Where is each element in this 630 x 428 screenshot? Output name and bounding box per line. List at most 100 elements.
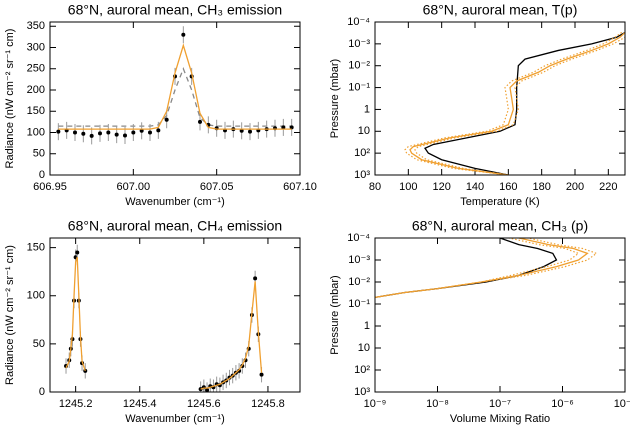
- profile-line: [58, 43, 292, 130]
- data-point: [205, 388, 210, 393]
- panel-title: 68°N, auroral mean, CH₃ emission: [68, 2, 282, 18]
- y-tick-label: 100: [27, 290, 45, 302]
- data-point: [139, 128, 144, 133]
- y-tick-label: 300: [27, 41, 45, 53]
- y-tick-label: 10⁻⁴: [347, 232, 370, 244]
- y-tick-label: 10: [358, 125, 370, 137]
- plot-frame: [49, 21, 301, 176]
- x-axis-label: Temperature (K): [460, 196, 539, 208]
- data-point: [131, 130, 136, 135]
- x-tick-label: 10⁻⁹: [364, 398, 387, 410]
- y-tick-label: 1: [364, 320, 370, 332]
- data-point: [89, 133, 94, 138]
- x-tick-label: 607.00: [117, 181, 151, 193]
- x-tick-label: 10⁻⁸: [426, 398, 449, 410]
- data-point: [81, 131, 86, 136]
- x-tick-label: 1245.2: [59, 398, 93, 410]
- data-point: [289, 125, 294, 130]
- data-point: [181, 32, 186, 37]
- y-tick-label: 250: [27, 63, 45, 75]
- x-tick-label: 160: [499, 181, 517, 193]
- profile-line: [375, 238, 598, 298]
- data-point: [239, 128, 244, 133]
- profile-line: [375, 238, 558, 299]
- y-tick-label: 10⁻⁴: [347, 16, 370, 28]
- plot-frame: [49, 237, 301, 393]
- x-tick-label: 606.95: [33, 181, 67, 193]
- y-axis-label: Pressure (mbar): [329, 59, 341, 138]
- y-tick-label: 10⁻¹: [348, 81, 370, 93]
- y-tick-label: 100: [27, 126, 45, 138]
- x-axis-label: Volume Mixing Ratio: [450, 413, 550, 425]
- y-tick-label: 0: [39, 386, 45, 398]
- y-tick-label: 10⁻¹: [348, 298, 370, 310]
- profile-line: [375, 238, 589, 299]
- profile-line: [58, 66, 292, 127]
- x-tick-label: 1245.4: [123, 398, 157, 410]
- panel-title: 68°N, auroral mean, T(p): [423, 2, 578, 18]
- data-point: [75, 250, 80, 255]
- profile-line: [200, 281, 263, 390]
- data-point: [114, 132, 119, 137]
- data-point: [156, 128, 161, 133]
- panel-title: 68°N, auroral mean, CH₄ emission: [68, 218, 282, 234]
- y-axis-label: Pressure (mbar): [329, 275, 341, 354]
- y-tick-label: 10²: [354, 364, 370, 376]
- profile-line: [414, 32, 625, 175]
- data-point: [56, 129, 61, 134]
- y-tick-label: 10: [358, 342, 370, 354]
- data-point: [148, 130, 152, 135]
- x-axis-label: Wavenumber (cm⁻¹): [125, 196, 225, 208]
- x-tick-label: 140: [466, 181, 484, 193]
- x-tick-label: 607.05: [200, 181, 234, 193]
- y-tick-label: 0: [39, 169, 45, 181]
- y-tick-label: 10³: [354, 169, 370, 181]
- x-tick-label: 80: [369, 181, 381, 193]
- y-tick-label: 150: [27, 242, 45, 254]
- data-point: [248, 129, 252, 134]
- data-point: [198, 119, 202, 124]
- data-point: [259, 372, 264, 377]
- panel-title: 68°N, auroral mean, CH₃ (p): [412, 218, 588, 234]
- plot-frame: [374, 21, 626, 176]
- data-point: [98, 131, 102, 136]
- y-tick-label: 10⁻³: [348, 254, 370, 266]
- data-point: [106, 130, 111, 135]
- y-tick-label: 10²: [354, 147, 370, 159]
- x-tick-label: 10⁻⁵: [614, 398, 630, 410]
- data-point: [73, 130, 77, 135]
- x-tick-label: 10⁻⁷: [489, 398, 511, 410]
- y-tick-label: 1: [364, 103, 370, 115]
- x-tick-label: 1245.8: [251, 398, 285, 410]
- x-tick-label: 120: [432, 181, 450, 193]
- profile-line: [65, 257, 86, 372]
- x-tick-label: 220: [599, 181, 617, 193]
- data-point: [164, 117, 169, 122]
- profile-line: [404, 31, 623, 175]
- y-tick-label: 50: [33, 148, 45, 160]
- y-tick-label: 50: [33, 338, 45, 350]
- profile-line: [375, 238, 580, 298]
- profile-line: [424, 31, 625, 175]
- x-tick-label: 200: [566, 181, 584, 193]
- y-tick-label: 10⁻²: [348, 276, 370, 288]
- y-tick-label: 350: [27, 20, 45, 32]
- y-tick-label: 10⁻³: [348, 38, 370, 50]
- y-tick-label: 200: [27, 84, 45, 96]
- data-point: [237, 368, 242, 373]
- y-axis-label: Radiance (nW cm⁻² sr⁻¹ cm): [4, 29, 16, 169]
- x-tick-label: 10⁻⁶: [551, 398, 574, 410]
- profile-line: [409, 31, 625, 175]
- x-tick-label: 1245.6: [187, 398, 221, 410]
- data-point: [123, 133, 127, 138]
- y-tick-label: 150: [27, 105, 45, 117]
- x-axis-label: Wavenumber (cm⁻¹): [125, 413, 225, 425]
- y-axis-label: Radiance (nW cm⁻² sr⁻¹ cm): [4, 245, 16, 385]
- x-tick-label: 180: [532, 181, 550, 193]
- plot-frame: [374, 237, 626, 393]
- y-tick-label: 10³: [354, 386, 370, 398]
- x-tick-label: 607.10: [283, 181, 317, 193]
- x-tick-label: 100: [399, 181, 417, 193]
- y-tick-label: 10⁻²: [348, 60, 370, 72]
